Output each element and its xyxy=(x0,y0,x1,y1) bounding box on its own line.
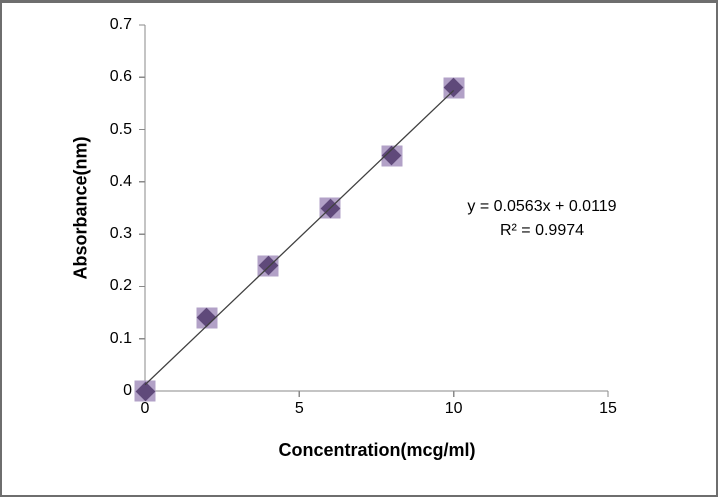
data-point xyxy=(443,77,465,99)
x-tick-label: 5 xyxy=(294,400,304,417)
r-squared-text: R² = 0.9974 xyxy=(499,222,585,239)
y-tick-label: 0 xyxy=(123,382,132,399)
data-point xyxy=(196,307,218,329)
y-tick-label: 0.5 xyxy=(109,120,132,138)
equation-text: y = 0.0563x + 0.0119 xyxy=(467,198,617,215)
trendline-equation: y = 0.0563x + 0.0119 R² = 0.9974 xyxy=(467,195,616,243)
x-tick-label: 15 xyxy=(599,400,617,417)
y-tick-label: 0.6 xyxy=(109,68,132,86)
y-tick-label: 0.7 xyxy=(109,16,132,33)
x-axis-title: Concentration(mcg/ml) xyxy=(278,440,476,460)
x-tick-label: 10 xyxy=(444,400,463,417)
data-point xyxy=(257,255,279,276)
data-point xyxy=(381,145,403,167)
trendline xyxy=(144,89,455,386)
y-tick-label: 0.3 xyxy=(109,225,132,243)
y-tick-label: 0.2 xyxy=(109,277,132,295)
x-tick-label: 0 xyxy=(140,400,150,417)
data-point xyxy=(134,380,156,402)
y-tick-label: 0.1 xyxy=(109,329,132,347)
y-tick-label: 0.4 xyxy=(109,172,132,190)
